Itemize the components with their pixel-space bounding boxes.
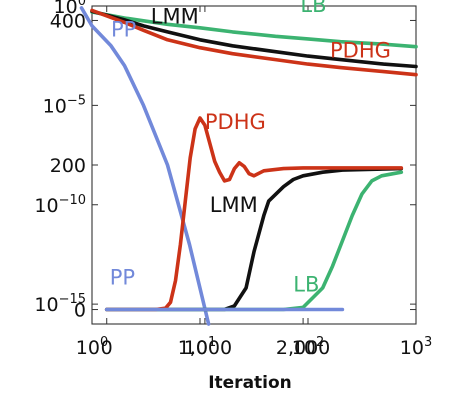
series-line-0-pdhg (90, 8, 418, 77)
series-label-1-pdhg: PDHG (205, 110, 266, 134)
series-label-1-lb: LB (293, 273, 319, 297)
y-tick-label: 10−10 (34, 193, 86, 217)
y-tick-label: 200 (50, 155, 86, 177)
x-tick-label: 102 (292, 335, 324, 359)
y-tick-label: 0 (74, 300, 86, 322)
x-tick-label: 103 (400, 335, 432, 359)
y-tick-label: 400 (50, 10, 86, 32)
x-tick-label: 101 (184, 335, 216, 359)
series-line-0-lb (90, 10, 418, 49)
series-label-0-lmm: LMM (151, 5, 199, 29)
x-tick-label: 2,000 (276, 337, 330, 359)
series-label-0-pdhg: PDHG (330, 39, 391, 63)
y-tick-label: 10−15 (34, 292, 86, 316)
series-line-0-pp (79, 6, 211, 326)
x-axis-label: Iteration (208, 373, 292, 393)
series-label-0-pp: PP (111, 17, 136, 41)
series-label-1-pp: PP (110, 265, 135, 289)
series-label-0-lb: LB (300, 0, 326, 17)
y-tick-label: 100 (54, 0, 86, 18)
series-line-0-lmm (90, 9, 418, 69)
series-label-1-lmm: LMM (210, 193, 258, 217)
x-tick-label: 100 (76, 335, 108, 359)
x-tick-label: 0 (101, 337, 113, 359)
y-tick-label: 10−5 (43, 93, 86, 117)
series-line-1-lmm (104, 166, 404, 312)
series-layer (79, 6, 418, 326)
series-line-1-pdhg (104, 116, 404, 312)
labels-layer: LB LMM PDHG PP LMM LB PDHG PP (110, 0, 391, 297)
x-tick-label: 1,000 (178, 337, 232, 359)
